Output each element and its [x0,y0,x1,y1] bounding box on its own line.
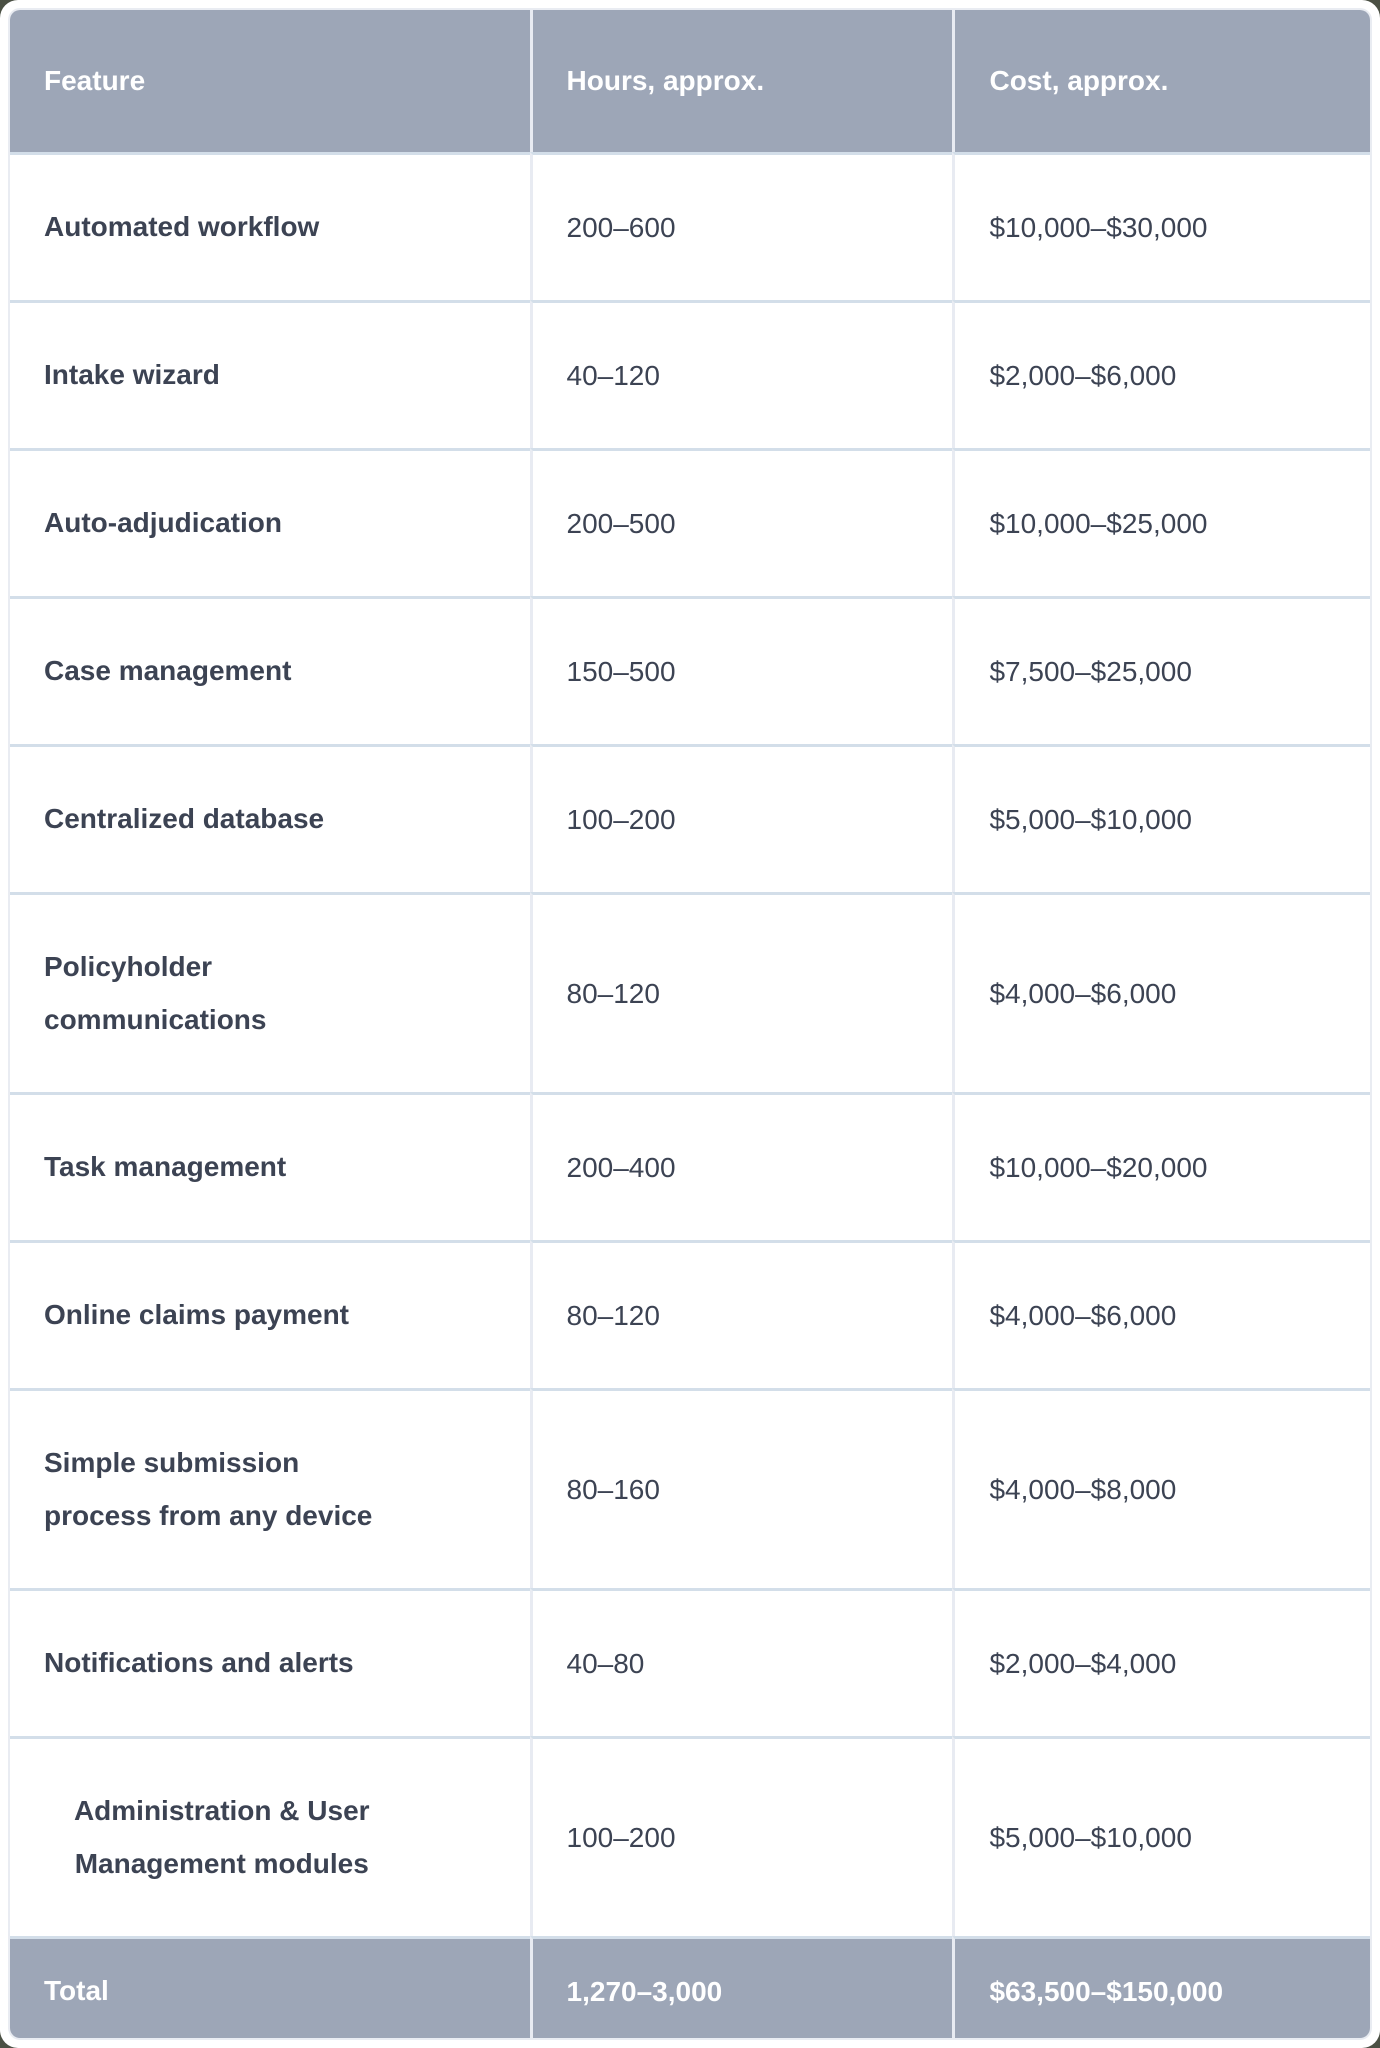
feature-cell: Centralized database [10,744,530,892]
feature-cell: Case management [10,596,530,744]
feature-cell: Online claims payment [10,1240,530,1388]
total-cost: $63,500–$150,000 [952,1936,1370,2038]
feature-cell: Task management [10,1092,530,1240]
hours-cell: 100–200 [529,744,953,892]
column-header-hours: Hours, approx. [529,10,953,152]
column-header-feature: Feature [10,10,530,152]
cost-cell: $2,000–$4,000 [952,1588,1370,1736]
feature-cell: Automated workflow [10,152,530,300]
cost-cell: $4,000–$6,000 [952,892,1370,1092]
hours-cell: 200–600 [529,152,953,300]
cost-cell: $5,000–$10,000 [952,1736,1370,1936]
cost-cell: $10,000–$25,000 [952,448,1370,596]
table-row: Intake wizard 40–120 $2,000–$6,000 [10,300,1370,448]
table-row: Notifications and alerts 40–80 $2,000–$4,0… [10,1588,1370,1736]
cost-cell: $10,000–$20,000 [952,1092,1370,1240]
hours-cell: 200–500 [529,448,953,596]
feature-cell: Simple submission process from any devic… [10,1388,530,1588]
cost-cell: $7,500–$25,000 [952,596,1370,744]
table-row: Centralized database 100–200 $5,000–$10,00… [10,744,1370,892]
table-row: Case management 150–500 $7,500–$25,000 [10,596,1370,744]
table-border: Feature Hours, approx. Cost, approx. Aut… [8,8,1372,2040]
total-row: Total 1,270–3,000 $63,500–$150,000 [10,1936,1370,2038]
cost-cell: $2,000–$6,000 [952,300,1370,448]
table-row: Task management 200–400 $10,000–$20,000 [10,1092,1370,1240]
hours-cell: 80–160 [529,1388,953,1588]
hours-cell: 40–120 [529,300,953,448]
header-row: Feature Hours, approx. Cost, approx. [10,10,1370,152]
feature-cell: Notifications and alerts [10,1588,530,1736]
cost-cell: $4,000–$8,000 [952,1388,1370,1588]
feature-cell: Auto-adjudication [10,448,530,596]
hours-cell: 80–120 [529,892,953,1092]
total-hours: 1,270–3,000 [529,1936,953,2038]
hours-cell: 80–120 [529,1240,953,1388]
cost-cell: $5,000–$10,000 [952,744,1370,892]
table-row: Online claims payment 80–120 $4,000–$6,000 [10,1240,1370,1388]
feature-cell: Policyholder communications [10,892,530,1092]
hours-cell: 200–400 [529,1092,953,1240]
cost-cell: $4,000–$6,000 [952,1240,1370,1388]
column-header-cost: Cost, approx. [952,10,1370,152]
hours-cell: 100–200 [529,1736,953,1936]
table-row: Auto-adjudication 200–500 $10,000–$25,000 [10,448,1370,596]
table-row: Policyholder communications 80–120 $4,000–… [10,892,1370,1092]
feature-cell: Administration & User Management modules [10,1736,530,1936]
table-row: Automated workflow 200–600 $10,000–$30,000 [10,152,1370,300]
hours-cell: 150–500 [529,596,953,744]
table-row: Simple submission process from any devic… [10,1388,1370,1588]
table-row: Administration & User Management modules… [10,1736,1370,1936]
cost-cell: $10,000–$30,000 [952,152,1370,300]
feature-cost-table: Feature Hours, approx. Cost, approx. Aut… [10,10,1370,2038]
total-label: Total [10,1936,530,2038]
hours-cell: 40–80 [529,1588,953,1736]
feature-cell: Intake wizard [10,300,530,448]
